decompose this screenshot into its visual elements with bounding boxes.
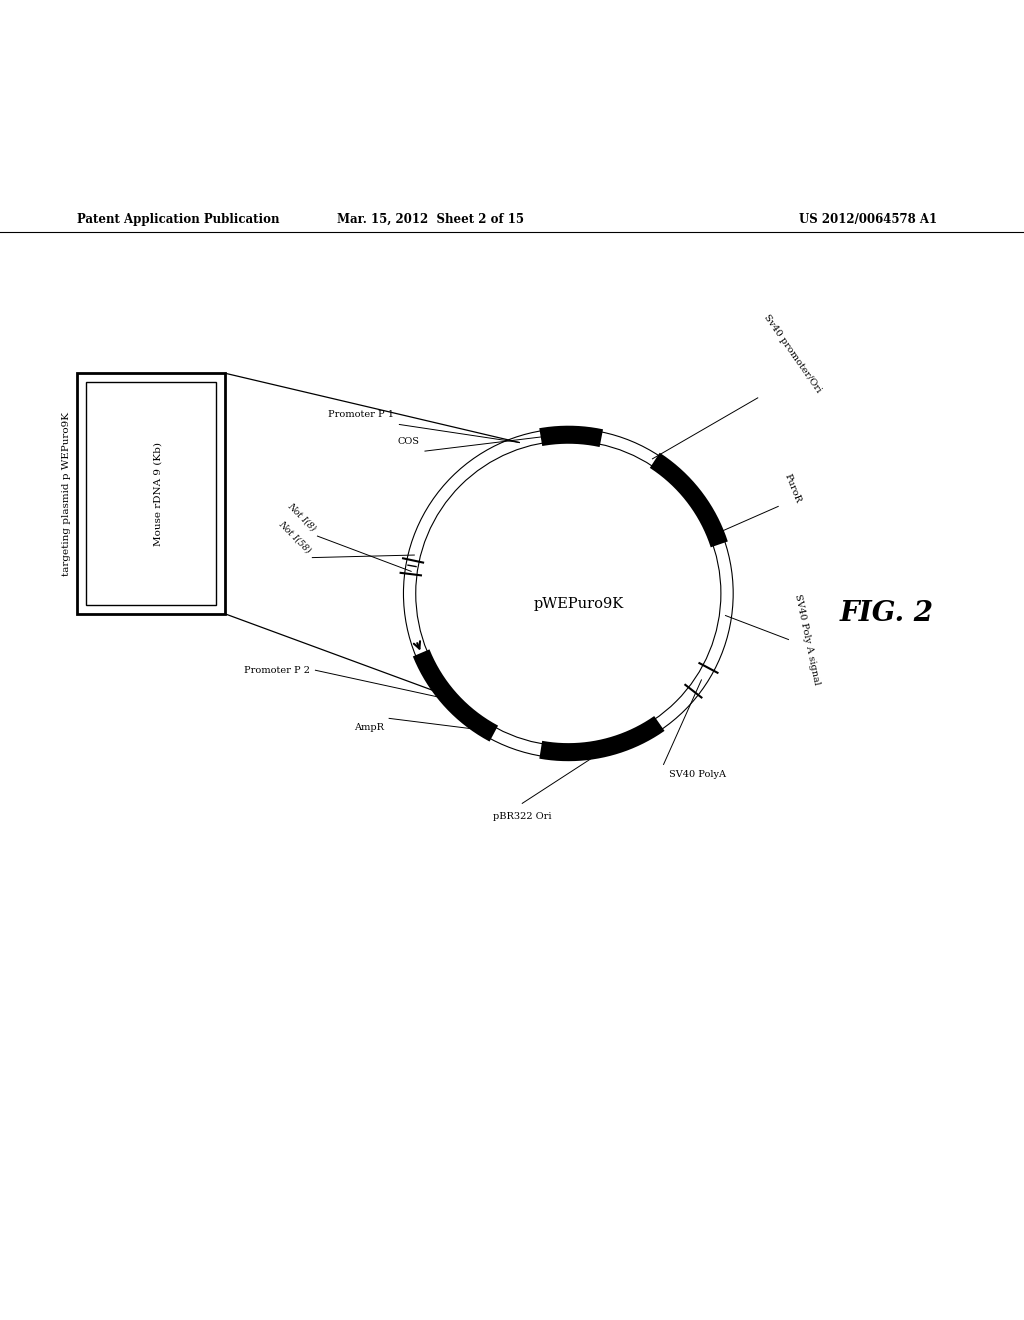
Bar <box>77 374 225 614</box>
Text: Mouse rDNA 9 (Kb): Mouse rDNA 9 (Kb) <box>154 442 163 545</box>
Text: targeting plasmid p WEPuro9K: targeting plasmid p WEPuro9K <box>62 412 71 576</box>
Text: Not I(58): Not I(58) <box>276 519 312 554</box>
Text: Patent Application Publication: Patent Application Publication <box>77 213 280 226</box>
Text: AmpR: AmpR <box>354 723 384 733</box>
Text: PuroR: PuroR <box>782 473 802 504</box>
Text: Sv40 promoter/Ori: Sv40 promoter/Ori <box>762 313 822 395</box>
Text: US 2012/0064578 A1: US 2012/0064578 A1 <box>799 213 937 226</box>
Text: Mar. 15, 2012  Sheet 2 of 15: Mar. 15, 2012 Sheet 2 of 15 <box>337 213 523 226</box>
Text: COS: COS <box>398 437 420 446</box>
Text: FIG. 2: FIG. 2 <box>840 601 934 627</box>
Text: Promoter P 1: Promoter P 1 <box>329 411 394 420</box>
Text: Promoter P 2: Promoter P 2 <box>245 665 310 675</box>
Text: Not I(8): Not I(8) <box>286 502 317 533</box>
Text: pWEPuro9K: pWEPuro9K <box>534 597 624 611</box>
Text: pBR322 Ori: pBR322 Ori <box>493 812 552 821</box>
Bar <box>86 383 216 605</box>
Text: SV40 Poly A signal: SV40 Poly A signal <box>793 593 820 686</box>
Text: SV40 PolyA: SV40 PolyA <box>669 770 726 779</box>
